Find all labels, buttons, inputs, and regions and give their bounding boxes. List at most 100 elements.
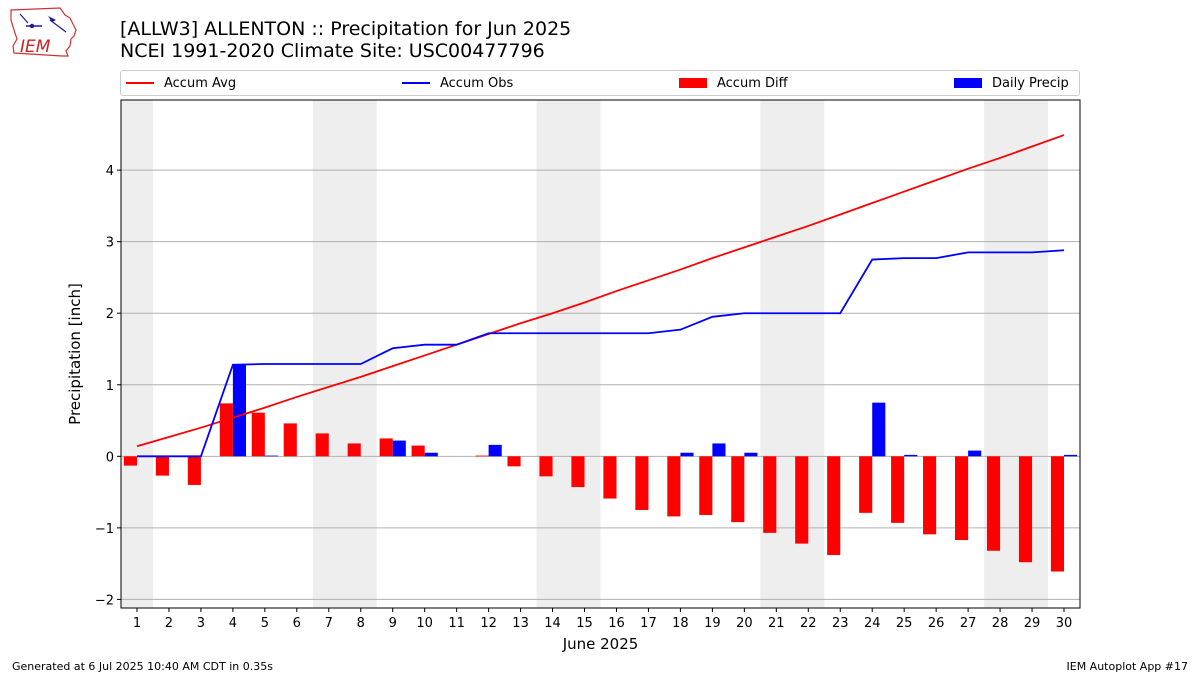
daily-bar-day-20 <box>744 452 758 457</box>
diff-bar-day-23 <box>827 456 841 556</box>
diff-bar-day-24 <box>859 456 873 513</box>
diff-bar-day-19 <box>699 456 713 515</box>
y-tick-label--1: −1 <box>95 522 114 537</box>
legend-label-daily-precip: Daily Precip <box>992 75 1069 91</box>
diff-bar-day-13 <box>507 456 521 467</box>
diff-bar-day-20 <box>731 456 745 523</box>
daily-bar-day-9 <box>392 440 406 457</box>
legend-label-accum-diff: Accum Diff <box>717 75 788 91</box>
x-tick-label-24: 24 <box>864 616 881 631</box>
chart-title: [ALLW3] ALLENTON :: Precipitation for Ju… <box>120 18 572 40</box>
footer-generated: Generated at 6 Jul 2025 10:40 AM CDT in … <box>12 660 273 673</box>
y-axis-label: Precipitation [inch] <box>66 283 84 425</box>
iem-logo: IEM <box>10 7 77 57</box>
x-tick-label-6: 6 <box>293 616 301 631</box>
y-tick-label-4: 4 <box>106 164 114 179</box>
x-tick-label-5: 5 <box>261 616 269 631</box>
legend-label-accum-avg: Accum Avg <box>164 75 237 91</box>
diff-bar-day-30 <box>1050 456 1065 572</box>
weekend-band-3 <box>536 100 601 608</box>
diff-bar-day-26 <box>923 456 937 535</box>
weekend-shading <box>121 100 1049 608</box>
diff-bar-day-14 <box>539 456 553 477</box>
chart-subtitle: NCEI 1991-2020 Climate Site: USC00477796 <box>120 40 545 62</box>
legend: Accum Avg Accum Obs Accum Diff Daily Pre… <box>120 70 1080 96</box>
x-tick-label-10: 10 <box>416 616 433 631</box>
daily-bar-day-5 <box>264 455 278 457</box>
accum-avg-line <box>136 134 1065 448</box>
weekend-band-1 <box>121 100 153 608</box>
x-tick-label-21: 21 <box>768 616 785 631</box>
diff-bar-day-4 <box>219 403 233 457</box>
weekend-band-2 <box>312 100 377 608</box>
x-tick-label-4: 4 <box>229 616 237 631</box>
diff-bar-day-9 <box>379 438 393 457</box>
daily-bar-day-25 <box>904 454 918 457</box>
diff-bar-day-10 <box>411 445 425 457</box>
x-tick-label-23: 23 <box>832 616 849 631</box>
x-tick-label-3: 3 <box>197 616 205 631</box>
legend-swatch-accum-obs <box>402 82 430 84</box>
daily-bar-day-27 <box>968 450 982 457</box>
diff-bar-day-2 <box>155 456 169 476</box>
diff-bar-day-15 <box>571 456 585 488</box>
y-tick-label--2: −2 <box>95 593 114 608</box>
x-axis-label: June 2025 <box>562 635 639 653</box>
diff-bar-day-16 <box>603 456 617 499</box>
diff-bar-day-6 <box>283 423 297 457</box>
x-tick-label-8: 8 <box>357 616 365 631</box>
daily-bar-day-30 <box>1064 454 1078 457</box>
diff-bar-day-1 <box>123 456 137 466</box>
diff-bar-day-8 <box>347 443 361 457</box>
diff-bar-day-17 <box>635 456 649 510</box>
x-tick-label-7: 7 <box>325 616 333 631</box>
y-tick-label-0: 0 <box>106 450 114 465</box>
y-tick-label-3: 3 <box>106 236 114 251</box>
diff-bar-day-28 <box>986 456 1001 551</box>
x-tick-label-12: 12 <box>480 616 497 631</box>
x-tick-label-30: 30 <box>1056 616 1073 631</box>
daily-bar-day-24 <box>872 402 886 457</box>
axis-ticks: 1 2 3 4 5 6 7 8 9 10 11 12 13 14 15 16 17 18 19 20 21 22 23 24 2… <box>95 164 1072 631</box>
x-tick-label-9: 9 <box>389 616 397 631</box>
legend-swatch-daily-precip <box>954 78 982 88</box>
diff-bar-day-5 <box>251 412 265 457</box>
x-tick-label-28: 28 <box>992 616 1009 631</box>
legend-label-accum-obs: Accum Obs <box>440 75 514 91</box>
x-tick-label-26: 26 <box>928 616 945 631</box>
x-tick-label-2: 2 <box>165 616 173 631</box>
x-tick-label-29: 29 <box>1024 616 1041 631</box>
x-tick-label-14: 14 <box>544 616 561 631</box>
x-tick-label-15: 15 <box>576 616 593 631</box>
x-tick-label-11: 11 <box>448 616 465 631</box>
diff-bar-day-21 <box>763 456 777 533</box>
logo-text: IEM <box>20 37 51 57</box>
lines <box>136 134 1065 458</box>
x-tick-label-20: 20 <box>736 616 753 631</box>
diff-bar-day-3 <box>187 456 201 485</box>
diff-bar-day-22 <box>795 456 809 544</box>
legend-swatch-accum-avg <box>126 82 154 84</box>
daily-bar-day-18 <box>680 452 694 457</box>
x-tick-label-27: 27 <box>960 616 977 631</box>
x-tick-label-25: 25 <box>896 616 913 631</box>
daily-bar-day-4 <box>232 364 246 457</box>
legend-item-accum-avg: Accum Avg <box>126 71 236 95</box>
daily-bar-day-10 <box>424 452 438 457</box>
diff-bar-day-29 <box>1018 456 1033 563</box>
y-tick-label-1: 1 <box>106 379 114 394</box>
x-tick-label-18: 18 <box>672 616 689 631</box>
plot-frame <box>120 99 1081 609</box>
diff-bar-day-18 <box>667 456 681 517</box>
x-tick-label-13: 13 <box>512 616 529 631</box>
diff-bar-day-27 <box>955 456 969 541</box>
x-tick-label-22: 22 <box>800 616 817 631</box>
gridlines <box>121 169 1080 600</box>
legend-item-accum-obs: Accum Obs <box>402 71 513 95</box>
accum-obs-line <box>136 249 1065 458</box>
x-tick-label-17: 17 <box>640 616 657 631</box>
daily-bar-day-19 <box>712 443 726 457</box>
x-tick-label-16: 16 <box>608 616 625 631</box>
legend-swatch-accum-diff <box>679 78 707 88</box>
